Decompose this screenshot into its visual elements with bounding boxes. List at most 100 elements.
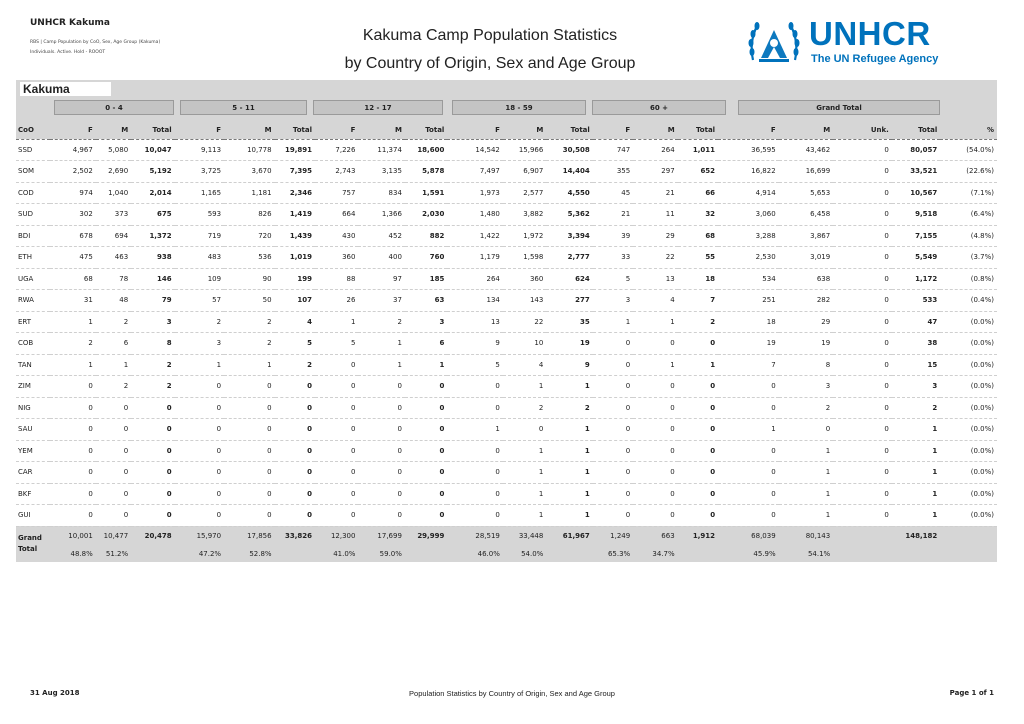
table-cell: 834	[358, 182, 405, 204]
table-cell: 14,404	[546, 160, 593, 183]
table-cell: 3	[404, 311, 448, 333]
grand-total-percent-cell	[940, 546, 997, 562]
table-cell: (0.0%)	[940, 483, 997, 505]
table-cell: 1,181	[224, 182, 275, 204]
table-cell: 0	[677, 397, 719, 419]
table-cell: 36,595	[718, 139, 779, 161]
col-m: M	[502, 121, 547, 140]
grand-total-cell: 17,699	[358, 526, 405, 546]
table-cell: 14,542	[447, 139, 503, 161]
table-cell: 3,725	[174, 160, 225, 183]
table-cell: (0.0%)	[940, 397, 997, 419]
table-cell: 0	[592, 483, 634, 505]
country-code: CAR	[16, 461, 51, 484]
table-cell: 0	[833, 203, 892, 226]
table-cell: 452	[358, 225, 405, 247]
table-cell: 0	[50, 397, 96, 419]
grand-total-cell: 20,478	[131, 526, 175, 546]
table-cell: 1	[502, 375, 547, 398]
table-cell: 360	[502, 268, 547, 290]
table-cell: 5,080	[95, 139, 132, 161]
country-code: SUD	[16, 203, 51, 226]
table-cell: 0	[50, 483, 96, 505]
table-cell: (7.1%)	[940, 182, 997, 204]
country-code: NIG	[16, 397, 51, 419]
table-row: YEM 0 0 0 0 0 0 0 0 0 0 1 1 0 0 0 0 1 0 1 (0.0%)	[16, 440, 997, 462]
table-cell: 1	[778, 483, 834, 505]
table-cell: 2	[174, 311, 225, 333]
table-cell: 0	[833, 268, 892, 290]
table-cell: 1	[891, 461, 941, 484]
table-row: SOM 2,502 2,690 5,192 3,725 3,670 7,395 2,743 3,…	[16, 160, 997, 183]
table-cell: 1	[633, 311, 678, 333]
grand-total-percent-cell	[274, 546, 315, 562]
unhcr-emblem-icon	[748, 22, 800, 62]
table-cell: 1	[891, 483, 941, 505]
table-cell: 0	[833, 461, 892, 484]
table-cell: 2	[131, 375, 175, 398]
table-cell: 2	[778, 397, 834, 419]
col-total: Total	[274, 121, 315, 140]
table-cell: 1	[891, 418, 941, 441]
age-group-12-17: 12 - 17	[313, 100, 443, 115]
table-cell: 4,550	[546, 182, 593, 204]
table-cell: 1,019	[274, 246, 315, 269]
table-cell: 7,155	[891, 225, 941, 247]
table-cell: (0.8%)	[940, 268, 997, 290]
table-cell: 3,882	[502, 203, 547, 226]
table-cell: 536	[224, 246, 275, 269]
table-cell: 16,822	[718, 160, 779, 183]
table-cell: 18	[718, 311, 779, 333]
table-cell: 0	[633, 397, 678, 419]
table-cell: 0	[677, 375, 719, 398]
table-cell: 22	[633, 246, 678, 269]
table-cell: 1,419	[274, 203, 315, 226]
table-cell: 1	[358, 354, 405, 376]
table-cell: 1	[404, 354, 448, 376]
grand-total-percent-cell: 48.8%	[50, 546, 96, 562]
country-code: GUI	[16, 504, 51, 527]
col-m: M	[358, 121, 405, 140]
country-code: COB	[16, 332, 51, 355]
table-cell: 107	[274, 289, 315, 312]
grand-total-percent-cell: 59.0%	[358, 546, 405, 562]
page-title: Kakuma Camp Population Statistics by Cou…	[290, 22, 690, 78]
table-cell: 1	[95, 354, 132, 376]
table-cell: 4	[502, 354, 547, 376]
table-cell: 2,346	[274, 182, 315, 204]
country-code: SAU	[16, 418, 51, 441]
table-cell: 80,057	[891, 139, 941, 161]
table-cell: (6.4%)	[940, 203, 997, 226]
org-name: UNHCR Kakuma	[30, 18, 110, 28]
table-cell: 0	[404, 461, 448, 484]
table-cell: 1	[50, 311, 96, 333]
grand-total-cell: 1,249	[592, 526, 634, 546]
grand-total-percent-cell: 51.2%	[95, 546, 132, 562]
table-cell: 0	[358, 418, 405, 441]
table-cell: 1	[358, 332, 405, 355]
table-cell: 0	[404, 440, 448, 462]
table-cell: 0	[224, 504, 275, 527]
table-cell: 6	[404, 332, 448, 355]
table-cell: 0	[358, 483, 405, 505]
table-row: ZIM 0 2 2 0 0 0 0 0 0 0 1 1 0 0 0 0 3 0 3 (0.0%)	[16, 375, 997, 398]
table-cell: 68	[677, 225, 719, 247]
table-cell: 0	[315, 504, 359, 527]
table-cell: 0	[131, 483, 175, 505]
col-coo: CoO	[16, 121, 51, 140]
table-cell: 7,395	[274, 160, 315, 183]
population-table: CoO F M Total F M Total F M Total F M To…	[16, 121, 997, 562]
table-cell: 19,891	[274, 139, 315, 161]
table-cell: 109	[174, 268, 225, 290]
table-cell: (0.0%)	[940, 354, 997, 376]
table-cell: 0	[592, 397, 634, 419]
country-code: SOM	[16, 160, 51, 183]
table-cell: 277	[546, 289, 593, 312]
table-cell: 1	[447, 418, 503, 441]
table-cell: 0	[404, 504, 448, 527]
table-cell: 1	[718, 418, 779, 441]
table-cell: 2	[50, 332, 96, 355]
table-cell: 31	[50, 289, 96, 312]
table-cell: 0	[174, 483, 225, 505]
table-cell: 0	[315, 461, 359, 484]
